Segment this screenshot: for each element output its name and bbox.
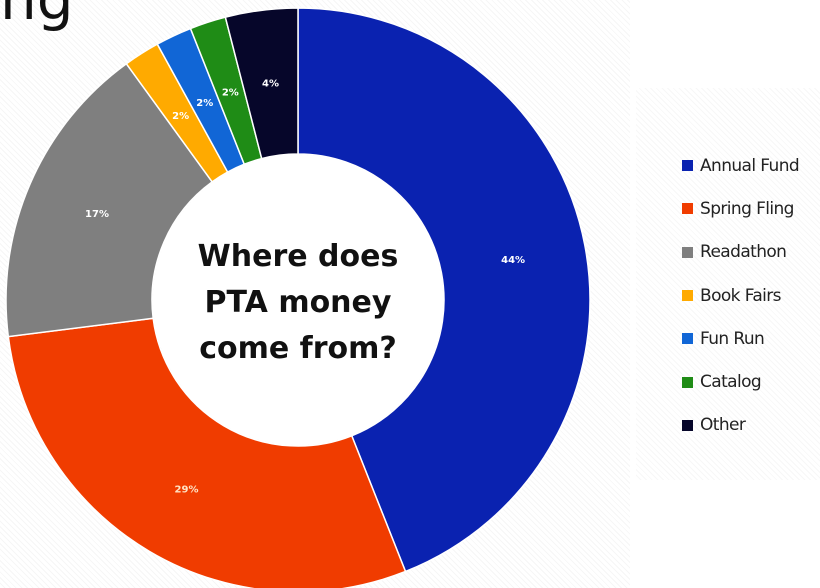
slice-label-catalog: 2% <box>222 88 239 99</box>
donut-slice-readathon <box>5 62 214 338</box>
legend-swatch <box>682 160 693 172</box>
legend-item-fun-run: Fun Run <box>682 317 799 360</box>
donut-slice-other <box>224 7 299 160</box>
slice-label-readathon: 17% <box>85 209 109 220</box>
partial-title: ng <box>0 0 74 28</box>
legend-item-readathon: Readathon <box>682 231 799 274</box>
donut-slice-spring-fling <box>7 317 407 588</box>
legend-label: Spring Fling <box>700 198 794 219</box>
legend-label: Annual Fund <box>700 155 800 176</box>
slice-label-spring-fling: 29% <box>175 485 199 496</box>
donut-hole <box>153 155 443 445</box>
donut-chart: 44% 29% 17% 2% 2% 2% 4% Where does PTA money come… <box>5 7 591 588</box>
center-text-line: come from? <box>199 331 397 366</box>
slice-label-fun-run: 2% <box>196 98 213 109</box>
center-text-line: Where does <box>198 239 399 274</box>
chart-area: ng 44% 29% 17% 2% 2% 2% 4% Where does PTA money c… <box>0 0 630 588</box>
legend-swatch <box>682 290 693 302</box>
legend-swatch <box>682 419 693 431</box>
legend-item-book-fairs: Book Fairs <box>682 274 799 317</box>
legend-label: Other <box>700 415 746 436</box>
legend-label: Catalog <box>700 372 762 393</box>
center-text-line: PTA money <box>205 285 392 320</box>
legend: Annual Fund Spring Fling Readathon Book Fai… <box>636 88 820 480</box>
legend-swatch <box>682 203 693 215</box>
legend-list: Annual Fund Spring Fling Readathon Book Fai… <box>682 144 800 447</box>
legend-item-annual-fund: Annual Fund <box>682 144 800 187</box>
legend-swatch <box>682 333 693 345</box>
legend-swatch <box>682 376 693 388</box>
legend-item-catalog: Catalog <box>682 360 799 403</box>
legend-label: Readathon <box>700 242 787 263</box>
legend-swatch <box>682 246 693 258</box>
legend-label: Fun Run <box>700 328 765 349</box>
legend-item-spring-fling: Spring Fling <box>682 187 799 230</box>
slice-label-book-fairs: 2% <box>172 111 189 122</box>
legend-item-other: Other <box>682 404 799 447</box>
legend-label: Book Fairs <box>700 285 782 306</box>
slice-label-other: 4% <box>262 79 279 90</box>
slice-label-annual-fund: 44% <box>501 255 525 266</box>
donut-slice-annual-fund <box>297 7 591 573</box>
